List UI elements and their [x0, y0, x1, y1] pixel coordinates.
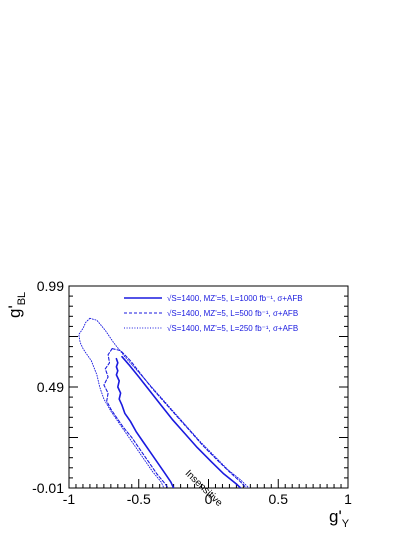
x-tick-label: -1 [63, 491, 76, 507]
y-axis-title: g'BL [5, 292, 28, 318]
x-axis-title-main: g' [329, 507, 342, 526]
contour-line-solid [121, 355, 242, 488]
contour-line-solid [115, 357, 175, 488]
contour-line-dotted [78, 317, 165, 488]
y-axis-ticks: -0.01 0.49 0.99 [32, 278, 348, 496]
y-axis-title-sub: BL [16, 292, 28, 305]
x-axis-title-sub: Y [342, 518, 350, 530]
y-axis-title-main: g' [5, 305, 24, 318]
legend-entry-label: √S=1400, MZ'=5, L=1000 fb⁻¹, σ+AFB [167, 294, 303, 303]
x-tick-label: 1 [344, 491, 352, 507]
contour-line-dotted [89, 317, 250, 488]
x-tick-label: 0 [205, 491, 213, 507]
x-tick-label: 0.5 [269, 491, 289, 507]
y-tick-label: 0.49 [37, 379, 64, 395]
x-tick-label: -0.5 [127, 491, 151, 507]
legend-entry-label: √S=1400, MZ'=5, L=500 fb⁻¹, σ+AFB [167, 309, 298, 318]
contour-line-dashed [111, 348, 247, 488]
x-axis-ticks: -1 -0.5 0 0.5 1 [63, 479, 352, 507]
y-tick-label: 0.99 [37, 278, 64, 294]
x-axis-title: g'Y [329, 507, 350, 530]
contour-line-dashed [103, 348, 169, 488]
y-tick-label: -0.01 [32, 480, 64, 496]
legend-entry-label: √S=1400, MZ'=5, L=250 fb⁻¹, σ+AFB [167, 324, 298, 333]
legend: √S=1400, MZ'=5, L=1000 fb⁻¹, σ+AFB √S=140… [124, 294, 303, 333]
contour-series [78, 317, 250, 488]
